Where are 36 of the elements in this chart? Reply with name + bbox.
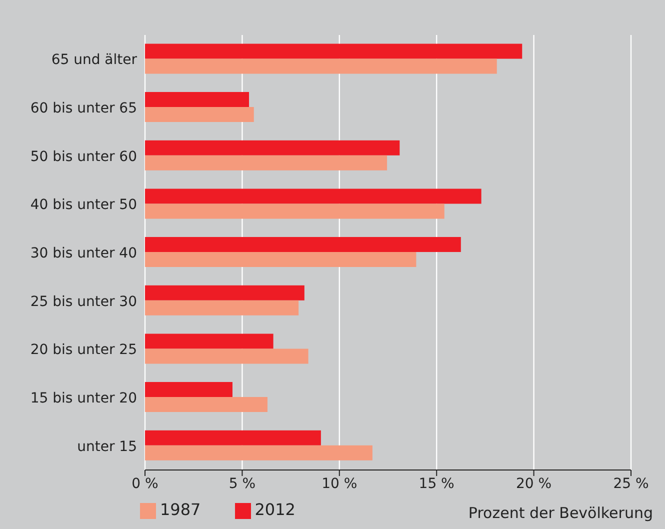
y-tick-label: 30 bis unter 40 xyxy=(30,245,137,262)
bar xyxy=(145,382,232,398)
bar xyxy=(145,237,461,252)
x-tick-label: 5 % xyxy=(228,476,256,492)
x-tick-label: 25 % xyxy=(613,476,649,492)
bar xyxy=(145,155,388,170)
y-tick-label: 50 bis unter 60 xyxy=(30,148,137,165)
x-tick-label: 10 % xyxy=(322,476,358,492)
y-tick-label: 60 bis unter 65 xyxy=(30,100,137,116)
bar xyxy=(145,188,482,204)
bar xyxy=(145,445,372,460)
y-tick-label: 25 bis unter 30 xyxy=(30,294,137,310)
bar xyxy=(145,58,497,74)
y-tick-label: 20 bis unter 25 xyxy=(30,342,137,358)
bar xyxy=(145,44,522,59)
bar xyxy=(145,252,416,268)
legend-label: 1987 xyxy=(160,500,201,519)
bar xyxy=(145,92,250,108)
bar xyxy=(145,140,400,156)
bar xyxy=(145,397,268,412)
y-tick-label: 65 und älter xyxy=(51,52,138,68)
bar xyxy=(145,285,304,300)
bar xyxy=(145,300,299,316)
x-tick-label: 20 % xyxy=(516,476,552,492)
x-tick-label: 15 % xyxy=(418,476,454,492)
bar xyxy=(145,334,274,349)
y-tick-label: 40 bis unter 50 xyxy=(30,197,137,214)
x-tick-label: 0 % xyxy=(132,476,158,492)
bar xyxy=(145,204,444,219)
x-axis-title: Prozent der Bevölkerung xyxy=(468,504,653,522)
bar xyxy=(145,430,321,446)
bar xyxy=(145,107,254,122)
bar xyxy=(145,348,308,364)
y-tick-label: 15 bis unter 20 xyxy=(30,390,137,406)
y-tick-label: unter 15 xyxy=(77,438,137,455)
legend-label: 2012 xyxy=(254,500,296,519)
